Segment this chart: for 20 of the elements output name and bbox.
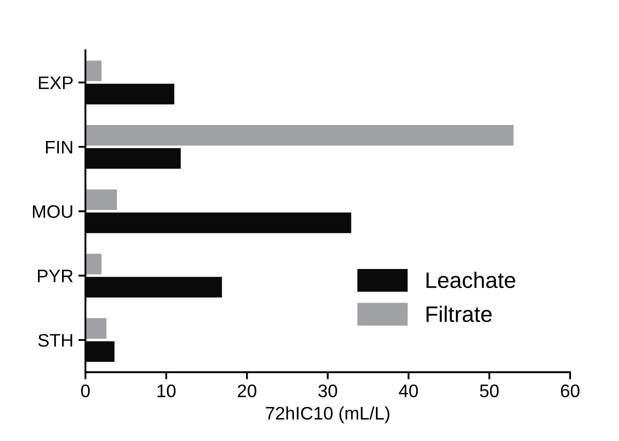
y-tick-label: FIN [46, 140, 72, 154]
y-tick-label: PYR [38, 270, 73, 282]
bar [85, 318, 106, 339]
x-axis-title: 72hIC10 (mL/L) [266, 406, 390, 424]
y-tick-label: EXP [38, 76, 73, 90]
y-tick-label: STH [38, 334, 72, 347]
x-tick-label: 20 [238, 384, 256, 398]
x-tick-label: 60 [560, 384, 580, 398]
legend-label: Filtrate [426, 306, 492, 322]
bar [85, 60, 102, 82]
legend-label: Leachate [426, 272, 516, 288]
y-tick-label: MOU [32, 205, 72, 218]
bar [85, 124, 514, 146]
x-tick-label: 50 [480, 384, 499, 398]
bar [85, 189, 117, 210]
x-tick-label: 40 [398, 384, 418, 398]
x-tick-label: 10 [158, 384, 176, 398]
x-tick-label: 0 [81, 384, 90, 398]
bar [85, 254, 102, 274]
x-tick-label: 30 [318, 384, 338, 398]
